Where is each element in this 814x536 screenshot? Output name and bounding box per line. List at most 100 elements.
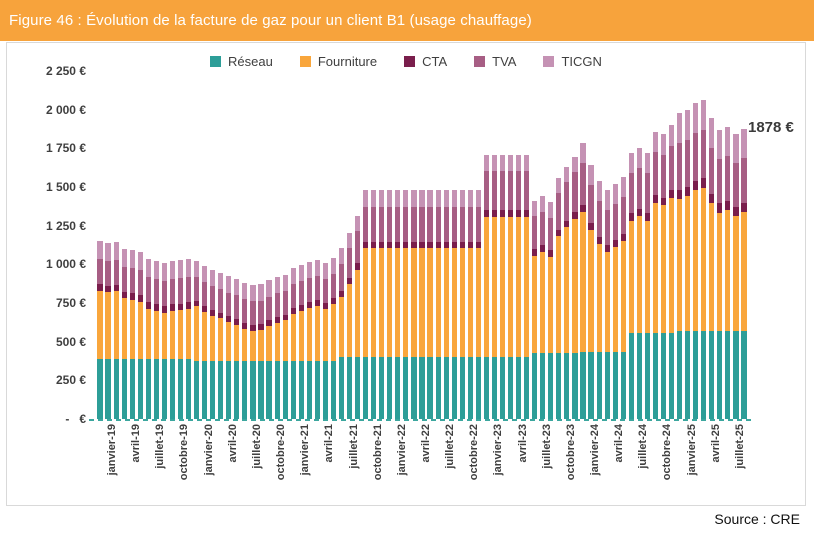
bar-septembre-23 [548,202,554,419]
segment-ticgn [242,283,248,300]
legend-item-tva: TVA [474,54,516,69]
y-tick-label: 250 € [55,373,86,388]
segment-cta [427,241,433,248]
bar-août-25 [733,133,739,419]
bar-mai-25 [709,118,715,419]
bar-mai-19 [129,250,135,419]
segment-fourniture [411,247,417,358]
segment-cta [290,308,296,314]
segment-tva [419,206,425,242]
bar-février-24 [588,164,594,419]
segment-ticgn [556,177,562,194]
segment-cta [298,305,304,311]
bar-août-22 [443,189,449,419]
segment-ticgn [491,154,498,171]
bar-février-19 [105,242,111,419]
segment-ticgn [733,133,739,164]
segment-tva [443,206,449,242]
segment-fourniture [467,247,473,358]
bar-juillet-19 [145,259,151,419]
segment-réseau [467,357,473,419]
segment-réseau [121,358,127,419]
segment-tva [306,277,312,303]
segment-fourniture [202,311,208,361]
bar-octobre-24 [652,131,659,419]
segment-tva [499,170,506,211]
segment-ticgn [677,113,683,144]
segment-réseau [298,361,304,419]
x-tick-label: avril-20 [226,424,239,463]
segment-ticgn [395,189,401,207]
segment-cta [379,241,385,248]
y-tick-label: 1 250 € [45,218,86,233]
segment-cta [677,189,683,199]
segment-ticgn [564,166,570,183]
x-tick-label: octobre-20 [275,424,288,481]
segment-cta [314,300,320,306]
segment-fourniture [121,298,127,359]
legend-label: TVA [492,54,517,69]
x-tick-label: avril-19 [130,424,143,463]
segment-cta [604,244,610,252]
segment-fourniture [113,291,119,359]
segment-réseau [644,333,650,419]
legend-swatch-réseau [210,56,222,67]
y-tick-label: 1 500 € [45,180,86,194]
legend-label: CTA [422,54,448,69]
segment-fourniture [709,202,715,331]
segment-fourniture [226,321,232,361]
segment-cta [226,315,232,322]
x-tick-label: avril-23 [516,424,529,463]
segment-fourniture [733,216,739,331]
segment-réseau [113,358,119,419]
bar-janvier-20 [194,261,200,419]
segment-fourniture [548,256,554,353]
segment-ticgn [379,189,385,207]
segment-tva [258,300,264,324]
x-tick-label: avril-21 [323,424,336,463]
segment-réseau [185,358,192,419]
segment-réseau [596,351,602,419]
segment-tva [202,282,208,306]
y-tick-label: 1 000 € [45,257,86,272]
segment-tva [274,293,280,317]
segment-ticgn [701,100,707,130]
segment-ticgn [298,265,304,281]
segment-réseau [282,361,288,419]
segment-ticgn [524,154,530,171]
segment-réseau [371,357,377,419]
legend-item-cta: CTA [404,54,447,69]
bar-août-21 [346,232,353,419]
segment-réseau [226,361,232,419]
segment-ticgn [371,189,377,207]
segment-cta [306,302,312,308]
segment-tva [540,211,546,246]
legend-swatch-ticgn [543,56,555,67]
segment-fourniture [499,216,506,358]
segment-réseau [379,357,385,419]
segment-tva [330,273,337,299]
x-tick-label: octobre-19 [178,424,191,481]
segment-réseau [411,357,417,419]
bar-février-21 [298,265,304,419]
segment-réseau [668,333,675,419]
segment-tva [741,158,747,203]
segment-ticgn [612,183,618,204]
segment-cta [250,324,256,331]
x-tick-label: juillet-20 [250,424,263,469]
segment-tva [435,206,441,242]
segment-ticgn [435,189,441,207]
segment-fourniture [298,310,304,362]
segment-tva [298,280,304,306]
segment-cta [194,300,200,307]
segment-réseau [717,330,723,419]
segment-réseau [274,361,280,419]
bar-octobre-23 [556,177,562,419]
segment-cta [660,197,667,206]
segment-réseau [540,352,546,419]
segment-cta [717,203,723,213]
segment-tva [628,172,634,214]
segment-réseau [693,330,699,419]
segment-tva [596,200,602,238]
figure-title-bar: Figure 46 : Évolution de la facture de g… [0,0,814,41]
